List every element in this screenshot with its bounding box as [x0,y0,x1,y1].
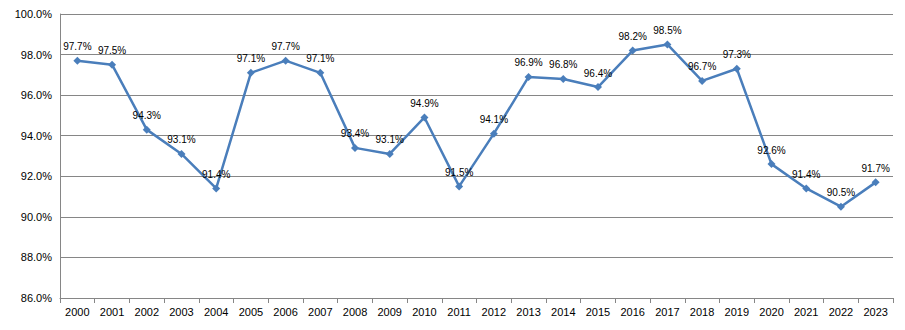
svg-text:91.5%: 91.5% [445,167,473,178]
svg-text:2018: 2018 [690,306,714,318]
svg-text:2019: 2019 [725,306,749,318]
svg-text:92.0%: 92.0% [21,170,52,182]
svg-text:90.0%: 90.0% [21,211,52,223]
svg-text:2006: 2006 [273,306,297,318]
svg-text:92.6%: 92.6% [757,145,785,156]
svg-text:97.7%: 97.7% [63,41,91,52]
svg-text:96.4%: 96.4% [584,68,612,79]
svg-text:98.2%: 98.2% [619,31,647,42]
svg-text:90.5%: 90.5% [827,187,855,198]
svg-text:2004: 2004 [204,306,228,318]
svg-text:2016: 2016 [620,306,644,318]
svg-text:91.4%: 91.4% [792,169,820,180]
svg-text:88.0%: 88.0% [21,251,52,263]
svg-text:2002: 2002 [135,306,159,318]
svg-text:2013: 2013 [516,306,540,318]
svg-text:91.7%: 91.7% [861,163,889,174]
svg-text:96.8%: 96.8% [549,59,577,70]
svg-text:2005: 2005 [239,306,263,318]
svg-text:2011: 2011 [447,306,471,318]
svg-text:97.5%: 97.5% [98,45,126,56]
svg-text:98.5%: 98.5% [653,25,681,36]
svg-text:93.1%: 93.1% [376,134,404,145]
svg-text:2007: 2007 [308,306,332,318]
svg-text:91.4%: 91.4% [202,169,230,180]
svg-text:97.1%: 97.1% [306,53,334,64]
svg-text:2000: 2000 [65,306,89,318]
svg-text:94.1%: 94.1% [480,114,508,125]
svg-text:2001: 2001 [100,306,124,318]
svg-text:100.0%: 100.0% [15,8,53,20]
svg-text:2010: 2010 [412,306,436,318]
svg-text:2012: 2012 [482,306,506,318]
svg-text:2015: 2015 [586,306,610,318]
svg-text:94.9%: 94.9% [410,98,438,109]
svg-text:2020: 2020 [759,306,783,318]
svg-text:2022: 2022 [829,306,853,318]
svg-text:96.7%: 96.7% [688,61,716,72]
svg-text:2017: 2017 [655,306,679,318]
svg-text:2023: 2023 [863,306,887,318]
svg-text:93.1%: 93.1% [167,134,195,145]
svg-text:94.0%: 94.0% [21,130,52,142]
svg-text:96.0%: 96.0% [21,89,52,101]
svg-text:2021: 2021 [794,306,818,318]
svg-text:97.1%: 97.1% [237,53,265,64]
svg-text:2003: 2003 [169,306,193,318]
svg-text:2009: 2009 [377,306,401,318]
svg-text:2008: 2008 [343,306,367,318]
svg-text:97.3%: 97.3% [723,49,751,60]
svg-text:93.4%: 93.4% [341,128,369,139]
svg-text:94.3%: 94.3% [133,110,161,121]
svg-text:96.9%: 96.9% [514,57,542,68]
svg-text:86.0%: 86.0% [21,292,52,304]
svg-text:2014: 2014 [551,306,575,318]
svg-text:98.0%: 98.0% [21,49,52,61]
svg-text:97.7%: 97.7% [271,41,299,52]
